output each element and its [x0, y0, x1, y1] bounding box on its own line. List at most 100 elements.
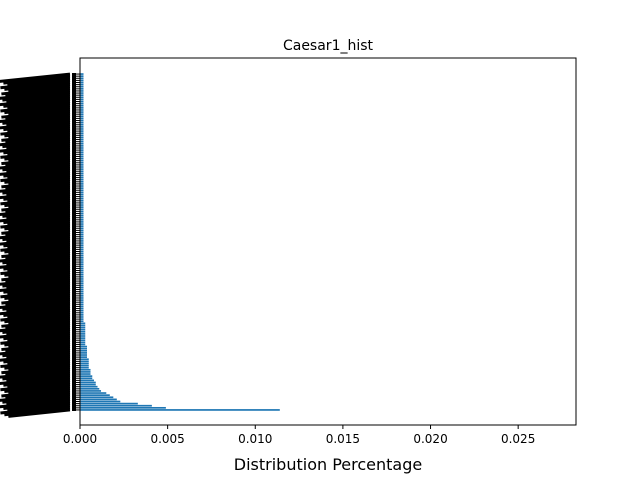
bar	[80, 126, 84, 128]
bar	[80, 77, 84, 80]
bar	[80, 113, 84, 116]
bar	[80, 151, 84, 154]
y-tick-stack	[72, 73, 76, 411]
bar	[80, 187, 84, 189]
x-axis-label: Distribution Percentage	[234, 455, 422, 474]
bar	[80, 330, 86, 333]
bar	[80, 301, 84, 304]
bar	[80, 387, 100, 390]
bar	[80, 375, 93, 377]
bar	[80, 109, 84, 111]
bar	[80, 212, 84, 215]
bar	[80, 333, 86, 335]
bar	[80, 119, 84, 122]
x-tick-label: 0.005	[150, 432, 184, 446]
bar	[80, 176, 84, 179]
x-tick-label: 0.015	[326, 432, 360, 446]
bar	[80, 337, 86, 339]
bar	[80, 265, 84, 268]
bar	[80, 149, 84, 151]
bar	[80, 402, 138, 405]
bar	[80, 195, 84, 198]
bar	[80, 242, 84, 244]
bar	[80, 115, 84, 118]
bars-group	[80, 73, 280, 411]
bar	[80, 366, 89, 369]
bar	[80, 358, 89, 361]
chart-title: Caesar1_hist	[283, 38, 374, 54]
bar	[80, 316, 84, 318]
bar	[80, 75, 84, 78]
bar	[80, 208, 84, 211]
x-ticks: 0.000 0.005 0.010 0.015 0.020 0.025	[63, 425, 535, 446]
bar	[80, 286, 84, 289]
bar	[80, 170, 84, 173]
bar	[80, 138, 84, 141]
bar	[80, 284, 84, 287]
bar	[80, 362, 89, 365]
bar	[80, 90, 84, 92]
bar	[80, 85, 84, 88]
bar	[80, 339, 86, 342]
bar	[80, 128, 84, 130]
bar	[80, 379, 95, 382]
bar	[80, 373, 91, 375]
bar	[80, 121, 84, 124]
bar	[80, 180, 84, 183]
bar	[80, 147, 84, 149]
bar	[80, 83, 84, 86]
bar	[80, 218, 84, 221]
bar	[80, 328, 86, 331]
bar	[80, 161, 84, 164]
x-tick-label: 0.025	[501, 432, 535, 446]
bar	[80, 345, 88, 348]
bar	[80, 172, 84, 175]
bar	[80, 295, 84, 297]
bar	[80, 318, 84, 320]
bar	[80, 227, 84, 230]
bar	[80, 394, 110, 397]
plot-frame	[79, 57, 577, 426]
bar	[80, 290, 84, 293]
bar	[80, 307, 84, 310]
bar	[80, 235, 84, 238]
bar	[80, 259, 84, 261]
bar	[80, 246, 84, 249]
bar	[80, 221, 84, 223]
bar	[80, 280, 84, 282]
bar	[80, 202, 84, 204]
bar	[80, 233, 84, 236]
bar	[80, 237, 84, 240]
bar	[80, 299, 84, 301]
bar	[80, 263, 84, 266]
bar	[80, 352, 88, 354]
bar	[80, 231, 84, 234]
bar	[80, 240, 84, 242]
bar	[80, 381, 96, 384]
bar	[80, 250, 84, 253]
bar	[80, 347, 88, 350]
bar	[80, 273, 84, 276]
bar	[80, 349, 88, 352]
bar	[80, 111, 84, 113]
bar	[80, 256, 84, 259]
y-tick-labels	[0, 72, 80, 418]
bar	[80, 314, 84, 316]
x-tick-label: 0.000	[63, 432, 97, 446]
y-tick-label-mark	[0, 72, 71, 83]
bar	[80, 223, 84, 225]
bar	[80, 145, 84, 147]
bar	[80, 210, 84, 213]
bar	[80, 335, 86, 337]
bar	[80, 398, 117, 401]
bar	[80, 322, 86, 325]
bar	[80, 142, 84, 145]
bar	[80, 271, 84, 274]
bar	[80, 320, 84, 323]
bar	[80, 303, 84, 306]
bar	[80, 252, 84, 255]
bar	[80, 309, 84, 312]
bar	[80, 92, 84, 94]
bar	[80, 174, 84, 177]
